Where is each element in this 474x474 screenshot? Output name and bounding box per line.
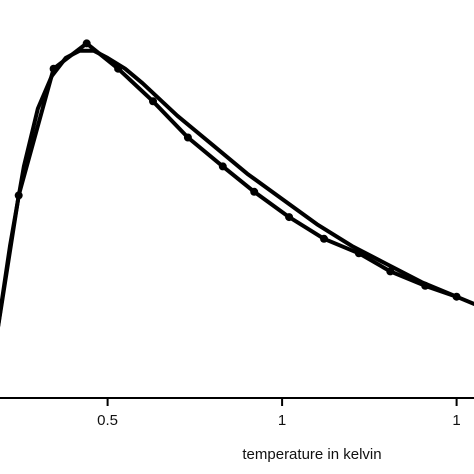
data-point bbox=[386, 267, 395, 276]
x-axis-ticks: 0.5 1 1 bbox=[97, 398, 461, 429]
series-lines bbox=[0, 41, 474, 328]
x-tick-label: 0.5 bbox=[97, 412, 118, 429]
series-markers bbox=[14, 39, 461, 301]
data-point bbox=[320, 234, 328, 243]
x-axis-title: temperature in kelvin bbox=[242, 446, 381, 463]
series-line-1 bbox=[0, 41, 459, 328]
data-point bbox=[421, 281, 430, 290]
data-point bbox=[354, 249, 363, 258]
data-point bbox=[82, 39, 91, 48]
data-point bbox=[285, 213, 294, 222]
x-tick-label: 1 bbox=[278, 412, 286, 429]
data-point bbox=[218, 162, 227, 171]
data-point bbox=[49, 64, 58, 73]
data-point bbox=[149, 97, 157, 106]
data-point bbox=[452, 292, 461, 301]
series-line-2 bbox=[0, 48, 474, 327]
data-point bbox=[14, 191, 23, 200]
data-point bbox=[114, 64, 123, 73]
data-point bbox=[250, 187, 259, 196]
data-point bbox=[183, 133, 192, 142]
x-tick-label: 1 bbox=[452, 412, 460, 429]
